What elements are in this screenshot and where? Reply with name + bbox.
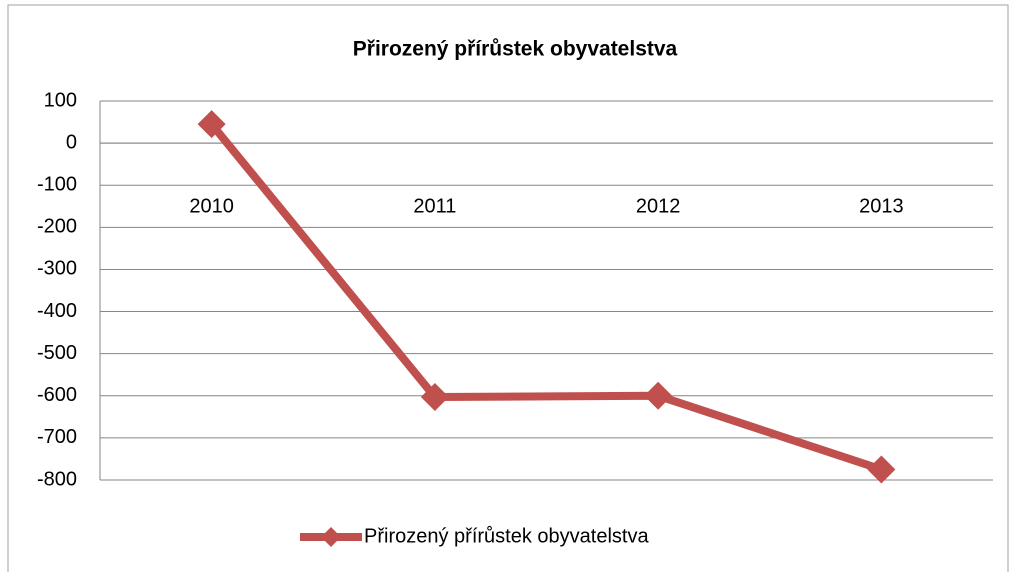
series-line — [208, 121, 883, 474]
y-tick-label: -400 — [37, 300, 77, 322]
x-tick-label: 2013 — [859, 195, 904, 217]
point-marker — [867, 455, 896, 484]
legend-marker — [321, 527, 341, 547]
chart-frame — [7, 4, 1009, 572]
y-tick-label: -500 — [37, 342, 77, 364]
chart-title: Přirozený přírůstek obyvatelstva — [353, 38, 678, 61]
y-tick-label: -200 — [37, 216, 77, 238]
point-marker — [197, 110, 226, 139]
y-tick-label: 0 — [66, 131, 77, 153]
point-marker — [420, 383, 449, 412]
point-marker — [644, 381, 673, 410]
legend-label: Přirozený přírůstek obyvatelstva — [364, 525, 649, 547]
x-tick-label: 2010 — [189, 195, 234, 217]
y-tick-label: -100 — [37, 174, 77, 196]
x-tick-label: 2011 — [413, 195, 456, 217]
x-tick-label: 2012 — [636, 195, 681, 217]
y-tick-label: -700 — [37, 426, 77, 448]
y-tick-label: -300 — [37, 258, 77, 280]
y-tick-label: 100 — [44, 89, 77, 111]
y-tick-label: -800 — [37, 468, 77, 490]
y-tick-label: -600 — [37, 384, 77, 406]
